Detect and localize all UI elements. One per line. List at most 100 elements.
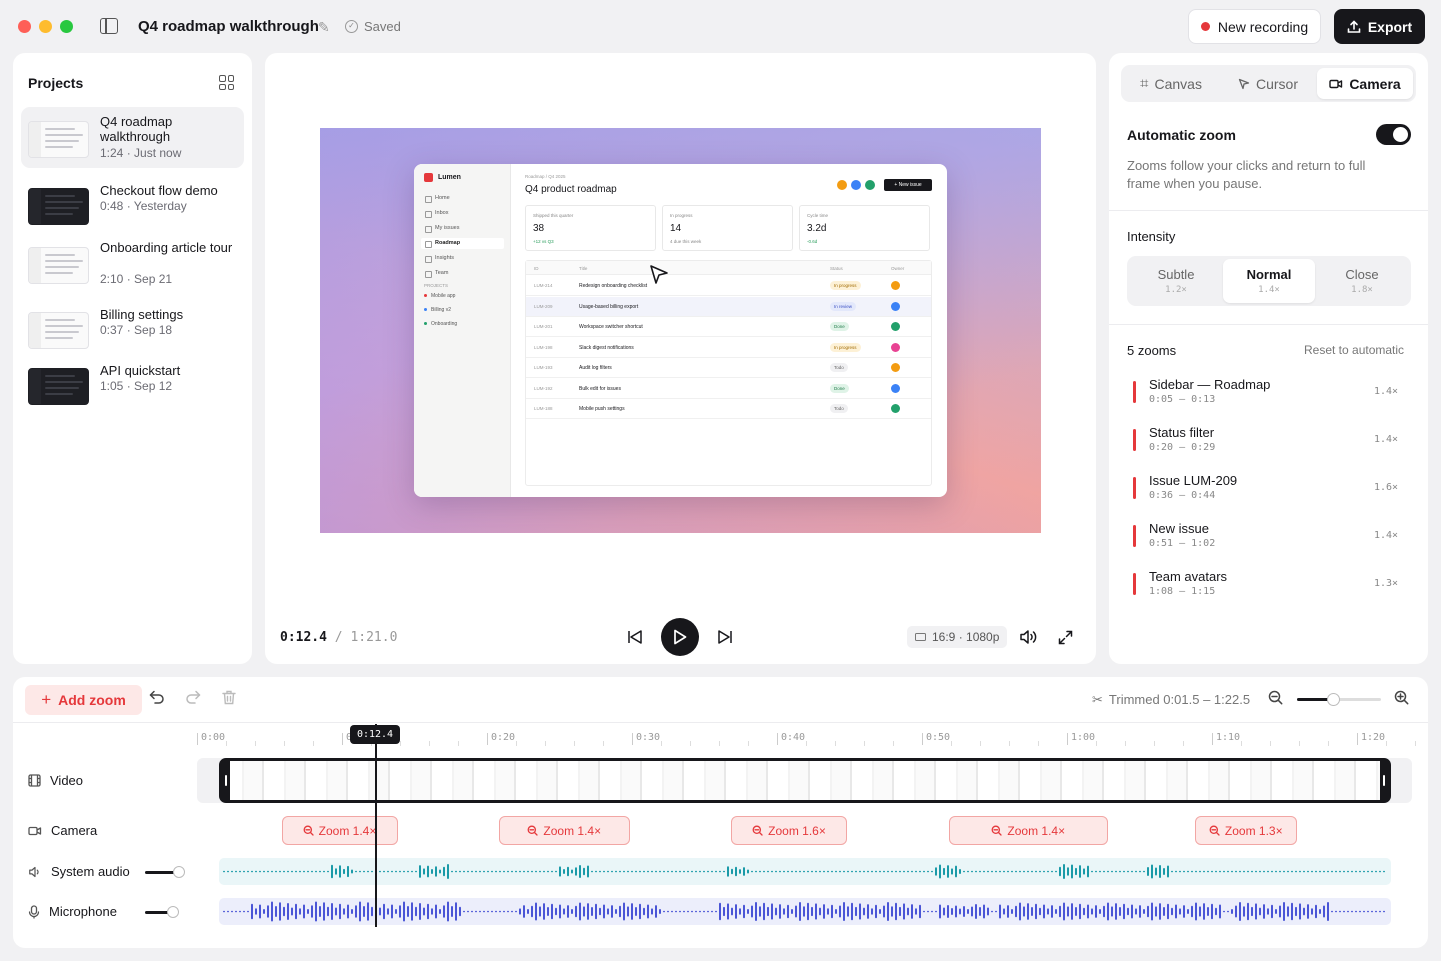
minimize-window-button[interactable]	[39, 20, 52, 33]
zoom-clip[interactable]: Zoom 1.4×	[281, 816, 398, 845]
preview-canvas[interactable]: Lumen Home Inbox My issues Roadmap Insights T…	[320, 128, 1041, 533]
zoom-count: 5 zooms	[1127, 343, 1177, 358]
ruler-tick-label: 1:00	[1067, 733, 1095, 745]
zoom-clip[interactable]: Zoom 1.4×	[948, 816, 1108, 845]
saved-status: ✓ Saved	[345, 19, 401, 34]
close-window-button[interactable]	[18, 20, 31, 33]
zoom-out-icon[interactable]	[1268, 690, 1283, 710]
add-zoom-button[interactable]: + Add zoom	[25, 685, 142, 715]
zoom-clip[interactable]: Zoom 1.3×	[1195, 816, 1297, 845]
maximize-window-button[interactable]	[60, 20, 73, 33]
tab-camera[interactable]: Camera	[1317, 68, 1413, 99]
automatic-zoom-toggle[interactable]	[1376, 124, 1411, 145]
zoom-clip[interactable]: Zoom 1.4×	[499, 816, 630, 845]
trash-icon[interactable]	[222, 690, 236, 710]
play-button[interactable]	[661, 618, 699, 656]
zoom-name: Sidebar — Roadmap	[1149, 377, 1271, 392]
pencil-icon[interactable]: ✎	[318, 19, 330, 35]
brand-logo-icon	[424, 173, 433, 182]
timeline-zoom-slider[interactable]	[1297, 693, 1381, 706]
system-audio-waveform[interactable]	[219, 858, 1391, 885]
issue-id: LUM-192	[534, 385, 553, 391]
zoom-list-item[interactable]: Team avatars 1:08 – 1:15 1.3×	[1133, 569, 1413, 609]
track-label-camera-text: Camera	[51, 823, 98, 838]
avatar	[891, 363, 900, 372]
table-row: LUM-188 Mobile push settings Todo	[526, 399, 931, 419]
stat-value: 3.2d	[807, 223, 827, 234]
project-item[interactable]: Checkout flow demo 0:48 · Yesterday	[21, 174, 244, 235]
preview-panel: Lumen Home Inbox My issues Roadmap Insights T…	[265, 53, 1096, 664]
status-badge: Todo	[830, 363, 848, 372]
project-name: Q4 roadmap walkthrough	[100, 114, 173, 144]
project-name: Billing settings	[100, 307, 184, 322]
redo-icon[interactable]	[185, 690, 201, 709]
intensity-option-subtle[interactable]: Subtle 1.2×	[1130, 259, 1222, 303]
clip-trim-handle-right[interactable]	[1380, 761, 1388, 800]
table-header-cell: Status	[830, 266, 843, 271]
microphone-volume-slider[interactable]	[145, 906, 179, 918]
ruler-tick-label: 0:40	[777, 733, 805, 745]
issue-id: LUM-209	[534, 303, 553, 309]
project-meta: 2:10 · Sep 21	[100, 272, 173, 286]
intensity-option-normal[interactable]: Normal 1.4×	[1223, 259, 1315, 303]
zoom-list-item[interactable]: Status filter 0:20 – 0:29 1.4×	[1133, 425, 1413, 465]
project-meta: 1:05 · Sep 12	[100, 379, 173, 393]
skip-forward-button[interactable]	[715, 627, 735, 647]
table-row: LUM-198 Slack digest notifications In prog…	[526, 338, 931, 358]
current-time: 0:12.4	[280, 630, 327, 645]
table-row: LUM-214 Redesign onboarding checklist In p…	[526, 276, 931, 296]
volume-button[interactable]	[1018, 627, 1038, 647]
app-brand: Lumen	[424, 173, 461, 182]
sidebar-toggle-icon[interactable]	[100, 18, 118, 34]
playhead[interactable]	[375, 724, 377, 927]
project-item[interactable]: API quickstart 1:05 · Sep 12	[21, 354, 244, 415]
project-item[interactable]: Q4 roadmap walkthrough 1:24 · Just now	[21, 107, 244, 168]
project-item[interactable]: Onboarding article tour 2:10 · Sep 21	[21, 233, 244, 294]
skip-back-button[interactable]	[625, 627, 645, 647]
zoom-in-icon[interactable]	[1394, 690, 1409, 710]
reset-to-automatic-link[interactable]: Reset to automatic	[1304, 343, 1405, 357]
document-title[interactable]: Q4 roadmap walkthrough	[138, 18, 319, 35]
zoom-clip-label: Zoom 1.4×	[1007, 823, 1066, 838]
intensity-option-close[interactable]: Close 1.8×	[1316, 259, 1408, 303]
resolution-chip[interactable]: 16:9 · 1080p	[907, 626, 1008, 648]
app-issues-table: ID Title Status Owner LUM-214 Redesign onboa…	[525, 260, 932, 486]
fullscreen-button[interactable]	[1055, 627, 1075, 647]
tab-canvas[interactable]: ⌗ Canvas	[1124, 68, 1218, 99]
clip-trim-handle-left[interactable]	[222, 761, 230, 800]
issue-title: Bulk edit for issues	[579, 385, 621, 392]
issue-title: Usage-based billing export	[579, 303, 639, 310]
inspector-tabs: ⌗ Canvas Cursor Camera	[1121, 65, 1416, 102]
app-nav-item: Insights	[421, 253, 504, 264]
timeline-zoom-slider-handle[interactable]	[1327, 693, 1340, 706]
system-audio-volume-handle[interactable]	[173, 866, 185, 878]
zoom-time-range: 0:36 – 0:44	[1149, 490, 1216, 501]
microphone-volume-handle[interactable]	[167, 906, 179, 918]
system-audio-volume-slider[interactable]	[145, 866, 185, 878]
video-clip[interactable]	[219, 758, 1391, 803]
app-project-item: Billing v2	[424, 307, 451, 313]
stat-sub: +12 vs Q3	[533, 239, 554, 244]
project-meta: 0:48 · Yesterday	[100, 199, 187, 213]
export-button[interactable]: Export	[1334, 9, 1425, 44]
video-camera-icon	[1329, 79, 1343, 88]
microphone-waveform[interactable]	[219, 898, 1391, 925]
grid-view-icon[interactable]	[219, 75, 234, 90]
stat-value: 38	[533, 223, 545, 234]
ruler-tick-label: 1:10	[1212, 733, 1240, 745]
undo-icon[interactable]	[149, 690, 165, 709]
zoom-list-item[interactable]: Issue LUM-209 0:36 – 0:44 1.6×	[1133, 473, 1413, 513]
zoom-list-item[interactable]: Sidebar — Roadmap 0:05 – 0:13 1.4×	[1133, 377, 1413, 417]
zoom-clip[interactable]: Zoom 1.6×	[731, 816, 847, 845]
avatar	[837, 180, 847, 190]
new-recording-button[interactable]: New recording	[1188, 9, 1321, 44]
track-label-video: Video	[28, 773, 83, 788]
tab-camera-label: Camera	[1349, 75, 1401, 92]
trimmed-range: ✂ Trimmed 0:01.5 – 1:22.5	[1092, 692, 1250, 708]
playhead-time-label[interactable]: 0:12.4	[350, 725, 400, 744]
zoom-list-item[interactable]: New issue 0:51 – 1:02 1.4×	[1133, 521, 1413, 561]
top-bar: Q4 roadmap walkthrough ✎ ✓ Saved New rec…	[0, 0, 1441, 53]
tab-cursor[interactable]: Cursor	[1221, 68, 1315, 99]
project-item[interactable]: Billing settings 0:37 · Sep 18	[21, 298, 244, 359]
zoom-name: New issue	[1149, 521, 1209, 536]
